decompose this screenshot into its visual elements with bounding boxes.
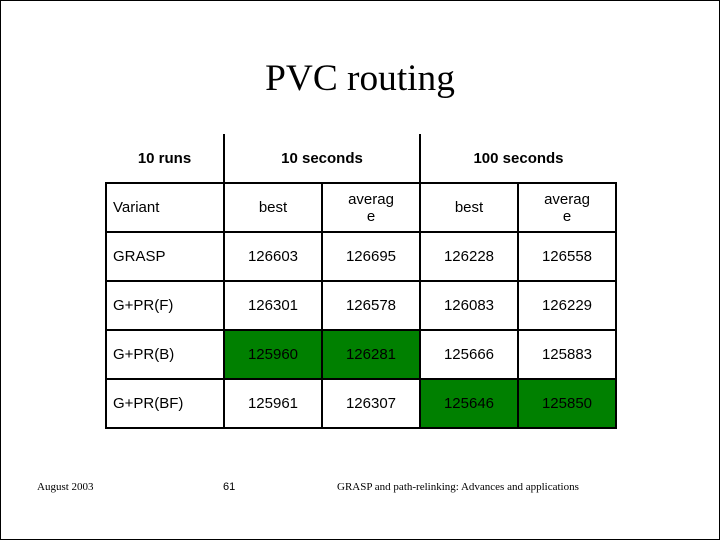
subheader-3-line1: averag [544, 191, 590, 208]
data-cell-highlight: 125960 [224, 330, 322, 379]
results-table: 10 runs 10 seconds 100 seconds Variant b… [105, 134, 617, 429]
footer-date: August 2003 [37, 481, 94, 493]
data-cell: 126603 [224, 232, 322, 281]
data-cell: 125666 [420, 330, 518, 379]
table-row: G+PR(F) 126301 126578 126083 126229 [106, 281, 616, 330]
data-cell: 126578 [322, 281, 420, 330]
variant-cell: GRASP [106, 232, 224, 281]
top-left-cell: 10 runs [106, 134, 224, 183]
data-cell-highlight: 125646 [420, 379, 518, 428]
data-cell: 126083 [420, 281, 518, 330]
variant-header: Variant [106, 183, 224, 232]
table-header-row-2: Variant best average best average [106, 183, 616, 232]
data-cell: 126228 [420, 232, 518, 281]
data-cell: 126695 [322, 232, 420, 281]
data-cell: 126558 [518, 232, 616, 281]
results-table-wrap: 10 runs 10 seconds 100 seconds Variant b… [105, 134, 617, 429]
subheader-1-line1: averag [348, 191, 394, 208]
data-cell: 126301 [224, 281, 322, 330]
data-cell: 126307 [322, 379, 420, 428]
subheader-1-line2: e [367, 208, 375, 225]
table-row: G+PR(B) 125960 126281 125666 125883 [106, 330, 616, 379]
data-cell: 126229 [518, 281, 616, 330]
footer-page-number: 61 [223, 481, 235, 493]
time-header-100s: 100 seconds [420, 134, 616, 183]
variant-cell: G+PR(BF) [106, 379, 224, 428]
table-row: G+PR(BF) 125961 126307 125646 125850 [106, 379, 616, 428]
footer-subtitle: GRASP and path-relinking: Advances and a… [337, 481, 579, 493]
slide-title: PVC routing [1, 57, 719, 100]
subheader-2: best [420, 183, 518, 232]
data-cell-highlight: 126281 [322, 330, 420, 379]
table-row: GRASP 126603 126695 126228 126558 [106, 232, 616, 281]
data-cell: 125961 [224, 379, 322, 428]
variant-cell: G+PR(F) [106, 281, 224, 330]
time-header-10s: 10 seconds [224, 134, 420, 183]
subheader-1: average [322, 183, 420, 232]
slide: PVC routing 10 runs 10 seconds 100 secon… [0, 0, 720, 540]
table-header-row-1: 10 runs 10 seconds 100 seconds [106, 134, 616, 183]
subheader-3-line2: e [563, 208, 571, 225]
variant-cell: G+PR(B) [106, 330, 224, 379]
subheader-0: best [224, 183, 322, 232]
data-cell-highlight: 125850 [518, 379, 616, 428]
subheader-3: average [518, 183, 616, 232]
data-cell: 125883 [518, 330, 616, 379]
